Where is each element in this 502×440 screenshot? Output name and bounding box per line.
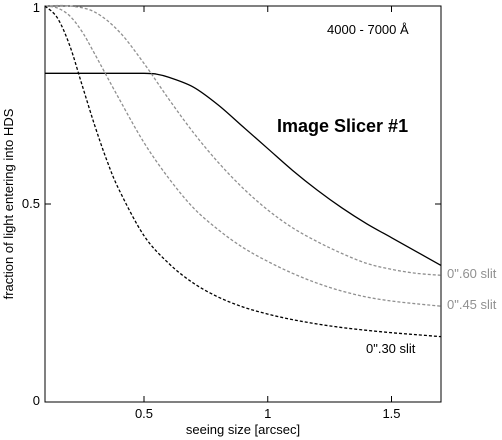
series-label-slit-030: 0".30 slit [366, 341, 416, 356]
y-tick-label: 0.5 [22, 196, 40, 211]
series-line-image-slicer [44, 72, 442, 266]
annotation-wavelength: 4000 - 7000 Å [327, 22, 409, 37]
x-tick-label: 1 [264, 406, 271, 421]
series-group [44, 4, 442, 338]
series-label-slit-045: 0".45 slit [447, 297, 497, 312]
y-axis-title: fraction of light entering into HDS [1, 108, 16, 299]
series-line-slit-045 [44, 5, 442, 307]
x-tick-label: 0.5 [135, 406, 153, 421]
series-line-slit-030 [44, 5, 442, 338]
series-line-slit-060 [44, 4, 442, 276]
y-tick-label: 1 [33, 0, 40, 15]
series-label-slit-060: 0".60 slit [447, 266, 497, 281]
y-tick-label: 0 [33, 393, 40, 408]
axis-ticks: 0.5 1 1.5 0 0.5 1 [22, 0, 441, 421]
x-tick-label: 1.5 [382, 406, 400, 421]
annotation-slicer: Image Slicer #1 [277, 116, 408, 136]
x-axis-title: seeing size [arcsec] [186, 422, 300, 437]
